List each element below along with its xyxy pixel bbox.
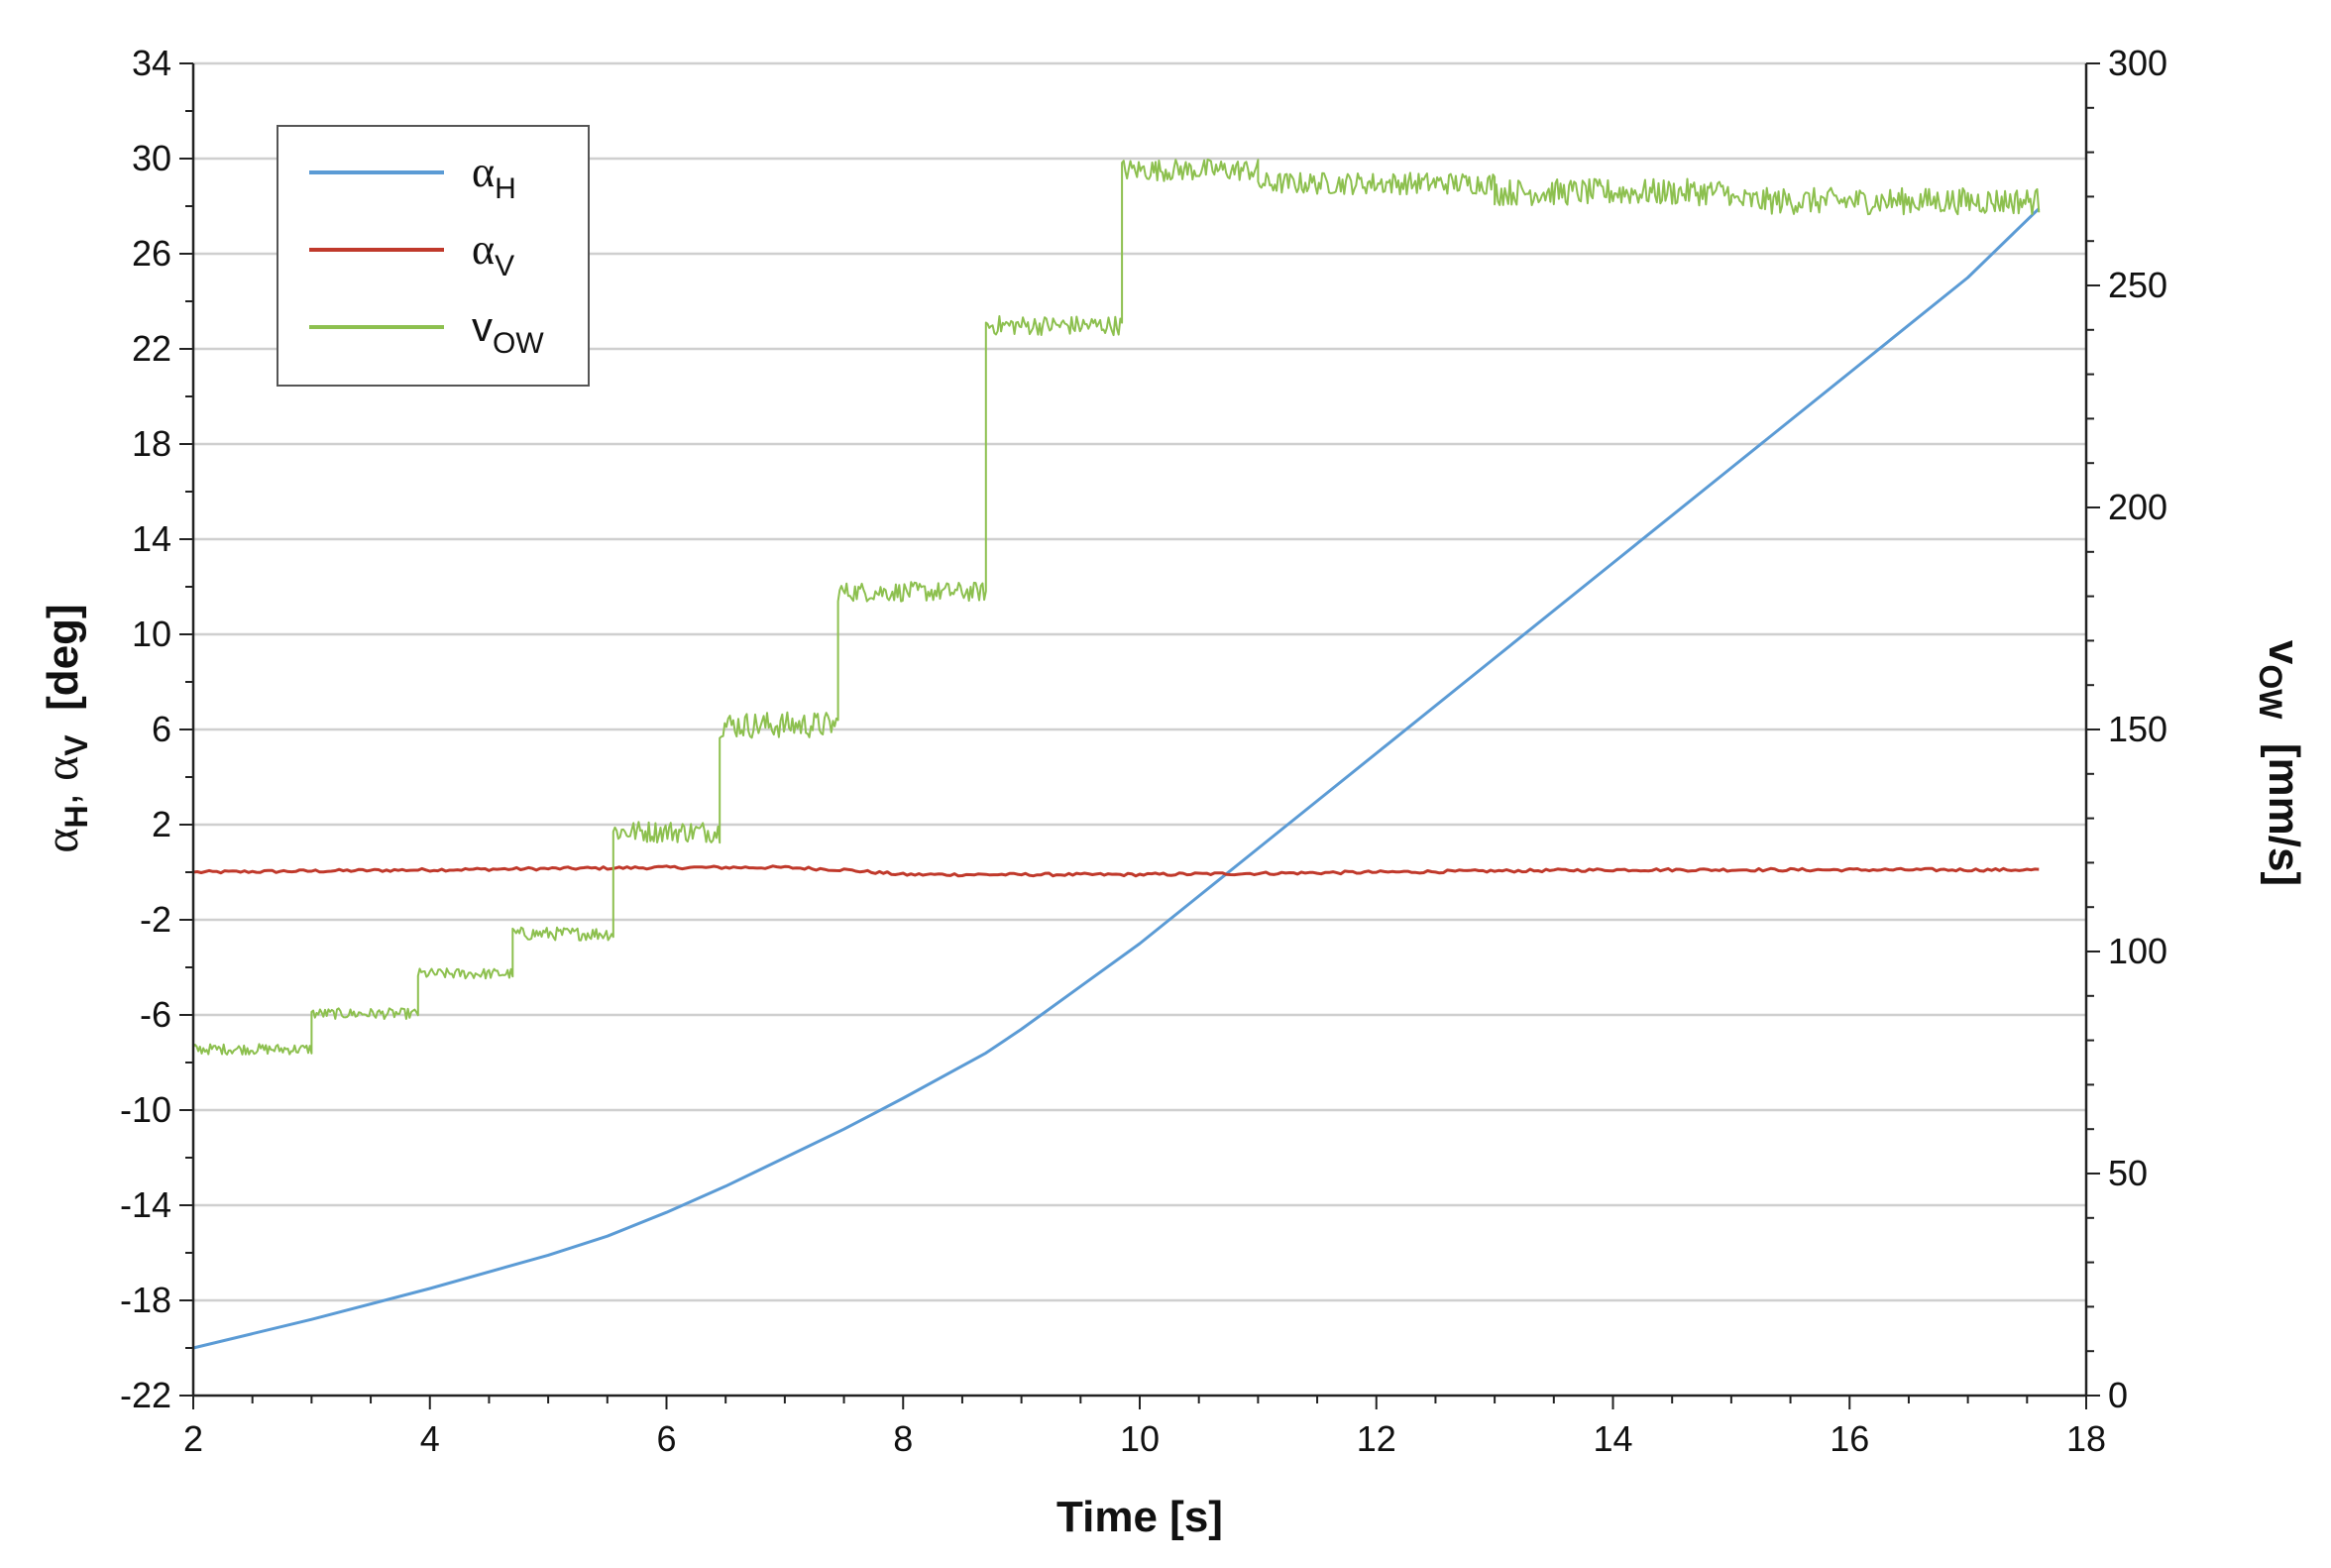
- x-tick-label: 14: [1593, 1418, 1632, 1459]
- legend-label-alpha-h: αH: [472, 148, 516, 205]
- x-tick-label: 12: [1357, 1418, 1396, 1459]
- right-y-title-unit: [mm/s]: [2260, 719, 2308, 886]
- x-tick-label: 8: [893, 1418, 913, 1459]
- left-y-axis-title: αH, αV [deg]: [36, 604, 94, 852]
- x-axis-ticks: 2 4 6 8 10 12 14 16 18: [183, 1396, 2106, 1459]
- legend-alpha-v-base: α: [472, 225, 495, 274]
- left-tick-label: -10: [120, 1089, 171, 1130]
- legend-alpha-v-sub: V: [495, 250, 514, 282]
- left-y-title-symbol-2: α: [36, 756, 88, 781]
- right-y-axis-title: vOW [mm/s]: [2253, 640, 2308, 886]
- left-tick-label: 2: [152, 804, 171, 844]
- left-y-title-unit: [deg]: [39, 604, 87, 734]
- right-axis-ticks: 0 50 100 150 200 250 300: [2086, 43, 2167, 1415]
- right-tick-label: 300: [2108, 43, 2167, 83]
- x-axis-title: Time [s]: [1056, 1493, 1223, 1541]
- legend: αH αV vOW: [277, 125, 590, 387]
- legend-v-ow-base: v: [472, 303, 493, 350]
- left-y-title-symbol-1: α: [36, 828, 88, 852]
- left-tick-label: 26: [132, 233, 171, 274]
- right-tick-label: 100: [2108, 931, 2167, 971]
- left-tick-label: 6: [152, 709, 171, 749]
- x-tick-label: 6: [656, 1418, 676, 1459]
- right-tick-label: 250: [2108, 265, 2167, 305]
- right-tick-label: 200: [2108, 487, 2167, 527]
- left-tick-label: -14: [120, 1184, 171, 1225]
- left-tick-label: -18: [120, 1280, 171, 1320]
- left-tick-label: -6: [140, 994, 171, 1035]
- series-line-alpha-v: [192, 864, 2040, 878]
- x-tick-label: 16: [1830, 1418, 1869, 1459]
- series-line-v-ow: [192, 159, 2041, 1396]
- legend-box: [277, 125, 590, 387]
- legend-alpha-h-base: α: [472, 148, 495, 196]
- right-tick-label: 150: [2108, 709, 2167, 749]
- right-tick-label: 0: [2108, 1375, 2128, 1415]
- legend-label-v-ow: vOW: [472, 303, 544, 360]
- left-tick-label: -22: [120, 1375, 171, 1415]
- left-tick-label: 18: [132, 423, 171, 464]
- left-tick-label: 22: [132, 328, 171, 369]
- left-tick-label: 14: [132, 518, 171, 559]
- left-tick-label: 34: [132, 43, 171, 83]
- series-layer: [192, 159, 2041, 1396]
- left-tick-label: 10: [132, 614, 171, 654]
- left-y-title-separator: ,: [39, 781, 87, 805]
- x-tick-label: 2: [183, 1418, 203, 1459]
- x-tick-label: 18: [2066, 1418, 2106, 1459]
- right-tick-label: 50: [2108, 1153, 2148, 1193]
- left-tick-label: 30: [132, 138, 171, 178]
- left-tick-label: -2: [140, 899, 171, 940]
- x-tick-label: 4: [420, 1418, 440, 1459]
- legend-v-ow-sub: OW: [493, 327, 544, 360]
- left-y-title-sub-2: V: [58, 734, 94, 756]
- legend-label-alpha-v: αV: [472, 225, 514, 282]
- right-y-title-symbol: v: [2260, 640, 2308, 665]
- legend-alpha-h-sub: H: [495, 172, 516, 205]
- right-y-title-sub: OW: [2253, 664, 2288, 720]
- x-tick-label: 10: [1120, 1418, 1160, 1459]
- gridlines: [193, 61, 2086, 1302]
- series-line-alpha-h: [192, 207, 2041, 1350]
- left-y-title-sub-1: H: [58, 805, 94, 828]
